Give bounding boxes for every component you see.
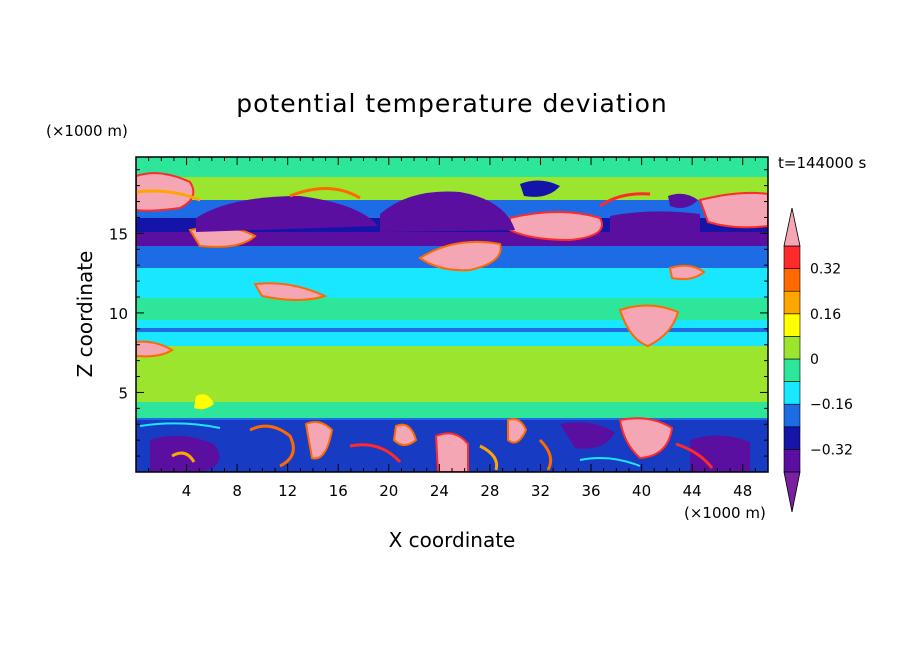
band [136,328,768,332]
warm-streak [538,438,553,471]
colorbar-label: 0.16 [810,307,841,323]
x-tick-label: 32 [531,482,550,500]
band [136,268,768,298]
warm-region [618,417,674,460]
y-tick-label: 10 [109,305,128,323]
y-tick-labels: 5 10 15 [109,225,128,402]
x-tick-label: 44 [683,482,702,500]
x-tick-label: 24 [430,482,449,500]
yellow-patch [194,394,214,410]
cold-region [668,193,698,208]
warm-region [253,282,328,301]
colorbar-band [783,336,801,360]
colorbar-band [783,426,801,450]
colorbar-band [783,403,801,428]
x-tick-label: 40 [632,482,651,500]
warm-region [618,304,680,348]
band [136,157,768,177]
x-unit-label: (×1000 m) [684,504,766,522]
cool-streak [139,422,221,429]
y-tick-label: 15 [109,225,128,243]
colorbar-lower-arrow [783,471,801,513]
warm-streak [599,192,651,208]
colorbar-band [783,358,801,382]
x-tick-label: 36 [581,482,600,500]
warm-region [434,432,469,472]
cool-streak [579,457,641,467]
colorbar-band [783,313,801,337]
cold-region [690,435,750,472]
x-tick-label: 8 [232,482,242,500]
warm-region [392,423,418,446]
cold-region [196,196,378,232]
warm-region [418,240,502,272]
warm-streak [289,186,361,200]
band [136,232,768,246]
warm-streak [349,443,402,464]
colorbar-label: −0.32 [810,442,853,458]
warm-region [507,418,528,444]
colorbar-label: 0.32 [810,262,841,278]
band [136,402,768,418]
warm-region [304,421,334,460]
y-axis-label: Z coordinate [73,251,97,378]
colorbar [783,207,801,513]
time-label: t=144000 s [778,154,866,172]
axis-ticks [136,157,768,472]
warm-streak [136,189,201,202]
chart-title: potential temperature deviation [236,89,667,118]
cold-region [610,211,700,232]
colorbar-band [783,449,801,473]
colorbar-band [783,290,801,315]
colorbar-band [783,268,801,292]
x-tick-label: 16 [329,482,348,500]
warm-region [668,264,706,281]
x-tick-labels: 4 8 12 16 20 24 28 32 36 40 44 48 [182,482,752,500]
colorbar-label: 0 [810,352,819,368]
y-unit-label: (×1000 m) [46,122,128,140]
warm-region [698,191,768,229]
x-axis-label: X coordinate [389,528,516,552]
band [136,298,768,320]
warm-region [136,340,174,358]
contour-field [136,157,768,472]
warm-streak [479,444,499,471]
colorbar-label: −0.16 [810,397,853,413]
x-tick-label: 28 [480,482,499,500]
warm-streak [171,451,196,463]
warm-streak [249,424,295,468]
warm-region [509,211,603,242]
cold-region [520,180,560,197]
colorbar-band [783,381,801,405]
x-tick-label: 12 [278,482,297,500]
colorbar-upper-arrow [783,207,801,247]
cold-region [560,422,615,449]
x-tick-label: 48 [733,482,752,500]
y-tick-label: 5 [118,384,128,402]
x-tick-label: 4 [182,482,192,500]
cold-region [380,191,515,232]
colorbar-labels: 0.32 0.16 0 −0.16 −0.32 [810,262,853,459]
warm-streak [675,442,714,469]
colorbar-band [783,245,801,269]
x-tick-label: 20 [379,482,398,500]
